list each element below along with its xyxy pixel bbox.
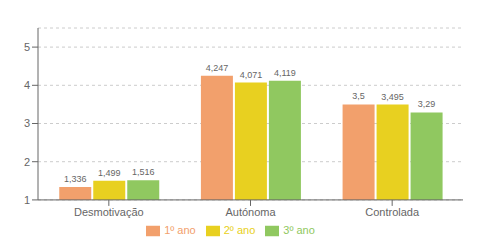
- html-text:2º ano: 2º ano: [223, 223, 256, 236]
- svg-text:4,247: 4,247: [206, 63, 229, 73]
- svg-text:1,516: 1,516: [132, 167, 155, 177]
- svg-text:1: 1: [24, 194, 30, 206]
- svg-text:4,119: 4,119: [274, 68, 296, 78]
- svg-text:3,5: 3,5: [352, 91, 365, 101]
- svg-text:5: 5: [24, 41, 30, 53]
- svg-text:1,336: 1,336: [64, 174, 87, 184]
- html-text:1º ano: 1º ano: [164, 223, 196, 236]
- svg-text:4: 4: [24, 79, 30, 91]
- svg-text:Controlada: Controlada: [365, 206, 420, 218]
- svg-text:2: 2: [24, 156, 30, 168]
- svg-text:3,29: 3,29: [418, 99, 436, 109]
- html-text:3º ano: 3º ano: [283, 223, 315, 236]
- svg-text:1,499: 1,499: [98, 168, 121, 178]
- svg-text:3,495: 3,495: [381, 92, 404, 102]
- svg-text:3: 3: [24, 117, 30, 129]
- svg-text:Autónoma: Autónoma: [225, 206, 276, 218]
- svg-text:Desmotivação: Desmotivação: [74, 206, 144, 218]
- svg-text:4,071: 4,071: [240, 70, 263, 80]
